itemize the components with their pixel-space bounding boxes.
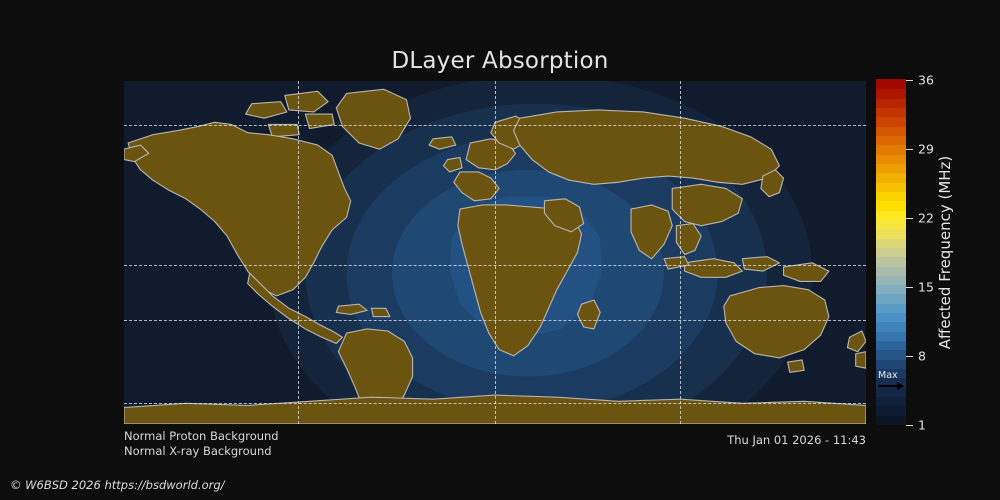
colorbar-segment <box>876 284 906 295</box>
colorbar[interactable]: 1 8 15 22 29 36 Max <box>876 73 934 433</box>
colorbar-segment <box>876 368 906 379</box>
colorbar-segment <box>876 321 906 332</box>
colorbar-tick-mark <box>906 356 913 357</box>
colorbar-tick-label: 1 <box>918 417 926 433</box>
world-map[interactable] <box>124 81 866 424</box>
colorbar-segment <box>876 172 906 183</box>
colorbar-segment <box>876 237 906 248</box>
colorbar-segment <box>876 228 906 239</box>
colorbar-segment <box>876 154 906 164</box>
colorbar-segment <box>876 107 906 118</box>
colorbar-ticks: 1 8 15 22 29 36 <box>906 73 966 433</box>
colorbar-segment <box>876 79 906 90</box>
colorbar-tick-label: 15 <box>918 279 934 295</box>
colorbar-segment <box>876 181 906 192</box>
colorbar-segment <box>876 340 906 351</box>
status-background-info: Normal Proton Background Normal X-ray Ba… <box>124 429 279 459</box>
colorbar-tick-label: 36 <box>918 72 934 88</box>
colorbar-tick-mark <box>906 287 913 288</box>
colorbar-segment <box>876 387 906 398</box>
colorbar-segment <box>876 415 906 425</box>
max-label: Max <box>878 369 898 381</box>
colorbar-segment <box>876 293 906 304</box>
colorbar-segment <box>876 219 906 230</box>
colorbar-segment <box>876 144 906 155</box>
colorbar-tick-mark <box>906 149 913 150</box>
colorbar-segment <box>876 126 906 136</box>
colorbar-tick-mark <box>906 218 913 219</box>
colorbar-segment <box>876 405 906 416</box>
colorbar-segment <box>876 265 906 276</box>
map-canvas <box>124 81 866 424</box>
colorbar-tick-mark <box>906 80 913 81</box>
colorbar-segment <box>876 200 906 211</box>
colorbar-segment <box>876 377 906 388</box>
colorbar-segment <box>876 163 906 174</box>
colorbar-segment <box>876 135 906 146</box>
arrow-right-icon <box>878 381 904 390</box>
colorbar-segment <box>876 247 906 258</box>
colorbar-axis-label: Affected Frequency (MHz) <box>936 155 954 350</box>
colorbar-segment <box>876 256 906 267</box>
colorbar-segment <box>876 209 906 220</box>
colorbar-segment <box>876 312 906 323</box>
colorbar-max-annotation: Max <box>877 370 907 391</box>
colorbar-tick-label: 29 <box>918 141 934 157</box>
colorbar-segment <box>876 331 906 342</box>
colorbar-tick-mark <box>906 425 913 426</box>
colorbar-tick-label: 8 <box>918 348 926 364</box>
colorbar-segment <box>876 349 906 360</box>
colorbar-segment <box>876 191 906 202</box>
timestamp: Thu Jan 01 2026 - 11:43 <box>727 433 866 447</box>
colorbar-segment <box>876 98 906 108</box>
proton-background-text: Normal Proton Background <box>124 429 279 443</box>
colorbar-segment <box>876 303 906 314</box>
colorbar-segment <box>876 396 906 407</box>
xray-background-text: Normal X-ray Background <box>124 444 272 458</box>
page-title: DLayer Absorption <box>391 48 609 74</box>
colorbar-tick-label: 22 <box>918 210 934 226</box>
colorbar-segment <box>876 88 906 99</box>
colorbar-segment <box>876 359 906 370</box>
colorbar-gradient <box>876 79 906 425</box>
colorbar-segment <box>876 275 906 286</box>
copyright-notice: © W6BSD 2026 https://bsdworld.org/ <box>10 478 225 492</box>
colorbar-segment <box>876 116 906 127</box>
